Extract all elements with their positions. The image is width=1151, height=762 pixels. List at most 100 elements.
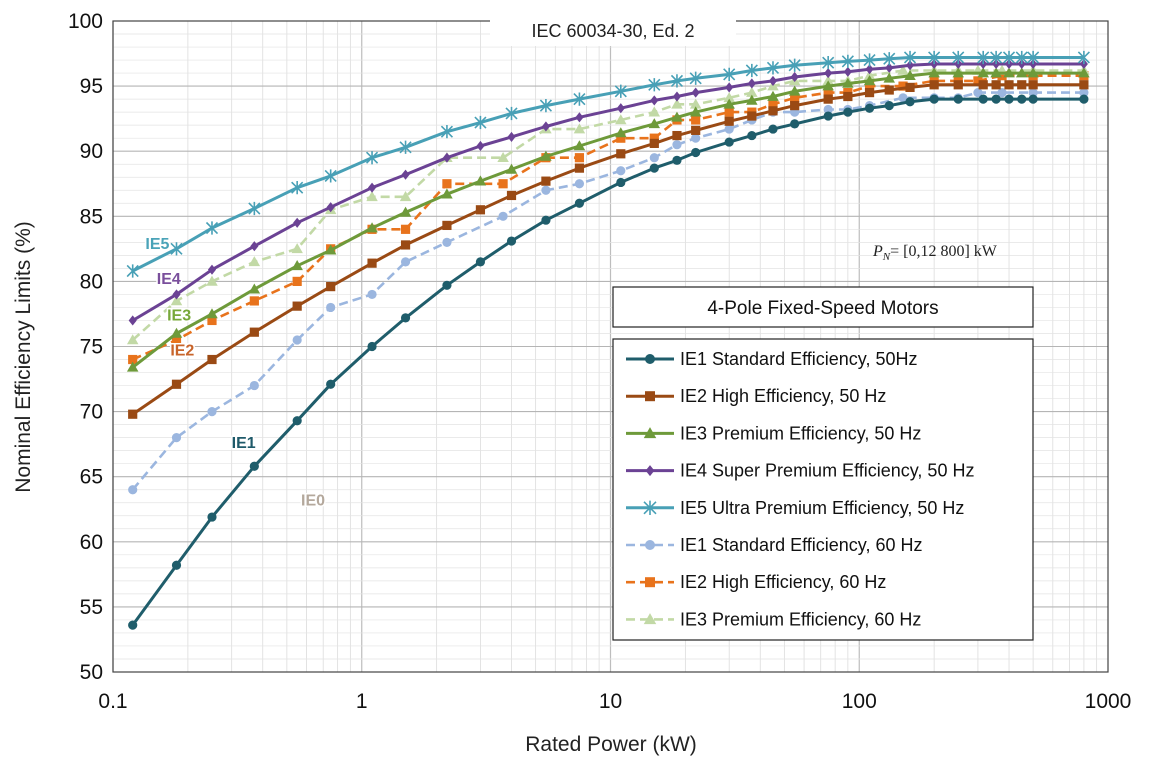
legend-label: IE4 Super Premium Efficiency, 50 Hz: [680, 461, 974, 481]
data-point: [507, 131, 516, 142]
data-point: [649, 163, 659, 173]
data-point: [615, 127, 627, 138]
series-line: [131, 62, 1084, 322]
curve-label-ie0: IE0: [301, 492, 325, 509]
data-point: [1079, 80, 1089, 90]
data-point: [823, 94, 833, 104]
data-point: [474, 175, 487, 186]
data-point: [746, 86, 758, 97]
data-point: [171, 560, 182, 570]
data-point: [883, 72, 895, 83]
data-point: [903, 50, 917, 65]
data-point: [672, 91, 682, 102]
data-point: [442, 179, 452, 189]
legend-entry: IE1 Standard Efficiency, 50Hz: [626, 349, 917, 369]
data-point: [788, 85, 801, 96]
legend-title-box: [612, 286, 1034, 328]
series-line: [132, 56, 1084, 273]
data-point: [953, 80, 963, 90]
data-point: [476, 140, 485, 152]
data-point: [691, 87, 700, 98]
curve-label-ie1: IE1: [232, 435, 256, 452]
data-point: [1004, 80, 1014, 90]
y-tick-label: 70: [80, 401, 103, 424]
series-line: [131, 69, 1084, 341]
data-point: [126, 264, 139, 278]
data-point: [863, 69, 876, 80]
data-point: [884, 101, 894, 111]
data-point: [1027, 67, 1039, 78]
data-point: [248, 283, 261, 294]
data-point: [843, 66, 852, 77]
data-point: [574, 198, 585, 208]
data-point: [648, 106, 661, 117]
data-point: [440, 125, 454, 139]
data-point: [171, 433, 182, 443]
data-point: [671, 98, 683, 109]
data-point: [645, 577, 655, 588]
data-point: [648, 78, 661, 92]
data-point: [822, 80, 834, 91]
data-point: [790, 93, 800, 103]
data-point: [724, 124, 734, 134]
data-point: [790, 101, 800, 111]
data-point: [1015, 67, 1028, 78]
legend-label: IE2 High Efficiency, 50 Hz: [680, 386, 886, 406]
data-point: [973, 76, 983, 86]
data-point: [207, 407, 217, 417]
data-point: [643, 613, 657, 625]
legend-entry: IE2 High Efficiency, 50 Hz: [626, 386, 886, 406]
x-axis-title: Rated Power (kW): [525, 733, 697, 756]
data-point: [672, 140, 682, 150]
data-point: [863, 53, 876, 67]
data-point: [645, 391, 655, 402]
data-point: [905, 60, 915, 71]
legend-label: IE3 Premium Efficiency, 60 Hz: [680, 609, 921, 629]
legend-entry: IE5 Ultra Premium Efficiency, 50 Hz: [626, 498, 964, 518]
data-point: [723, 92, 735, 103]
data-point: [442, 220, 452, 231]
data-point: [691, 133, 701, 143]
data-point: [723, 67, 736, 82]
y-tick-label: 85: [80, 205, 103, 228]
data-point: [1079, 88, 1089, 98]
legend-label: IE5 Ultra Premium Efficiency, 50 Hz: [680, 498, 964, 518]
data-point: [904, 69, 916, 80]
x-tick-label: 10: [599, 690, 622, 713]
data-point: [615, 114, 627, 125]
data-point: [723, 98, 735, 109]
data-point: [292, 335, 302, 345]
data-point: [823, 104, 833, 115]
data-point: [248, 256, 261, 267]
data-point: [842, 77, 854, 88]
data-point: [442, 280, 452, 290]
data-point: [505, 163, 518, 174]
range-subscript: N: [882, 251, 891, 263]
data-point: [1078, 67, 1090, 78]
data-point: [671, 111, 683, 122]
data-point: [250, 241, 259, 252]
data-point: [541, 176, 551, 186]
data-point: [399, 191, 412, 202]
data-point: [952, 50, 965, 65]
series-line: [131, 97, 1084, 626]
data-point: [366, 191, 378, 202]
data-point: [540, 150, 552, 161]
data-point: [1002, 50, 1016, 65]
data-point: [745, 63, 758, 78]
data-point: [498, 179, 508, 189]
data-point: [643, 427, 657, 439]
data-point: [573, 123, 586, 134]
data-point: [691, 115, 701, 125]
x-tick-label: 1000: [1085, 690, 1132, 713]
series-3: [126, 67, 1090, 372]
data-point: [766, 61, 780, 75]
data-point: [616, 166, 626, 176]
data-point: [170, 327, 183, 338]
data-point: [326, 202, 335, 213]
data-point: [885, 62, 894, 73]
data-point: [506, 190, 517, 201]
legend-label: IE2 High Efficiency, 60 Hz: [680, 572, 886, 592]
y-tick-label: 100: [68, 10, 103, 33]
